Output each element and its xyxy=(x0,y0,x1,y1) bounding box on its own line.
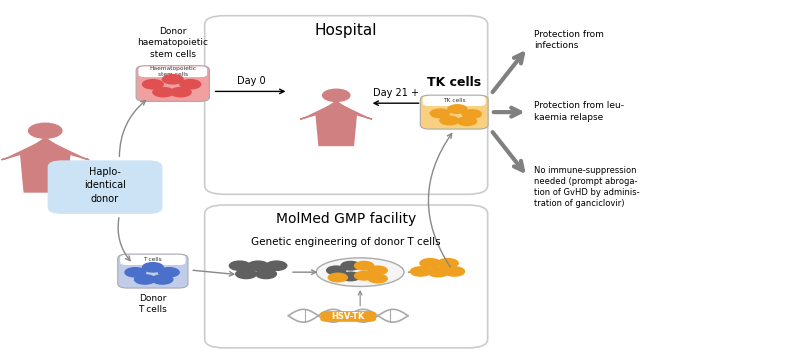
FancyBboxPatch shape xyxy=(205,16,488,194)
Circle shape xyxy=(236,269,257,279)
FancyBboxPatch shape xyxy=(205,205,488,348)
Text: Genetic engineering of donor T cells: Genetic engineering of donor T cells xyxy=(251,237,441,247)
Polygon shape xyxy=(300,103,335,119)
Circle shape xyxy=(368,266,387,275)
Ellipse shape xyxy=(316,258,404,287)
Circle shape xyxy=(428,267,449,277)
Text: TK cells: TK cells xyxy=(443,99,466,103)
Text: TK cells: TK cells xyxy=(427,76,482,89)
Circle shape xyxy=(230,261,250,270)
Circle shape xyxy=(444,267,465,276)
Circle shape xyxy=(341,272,360,281)
Text: Protection from
infections: Protection from infections xyxy=(534,30,604,50)
Text: Donor
T cells: Donor T cells xyxy=(138,294,167,314)
Circle shape xyxy=(430,109,450,118)
Circle shape xyxy=(142,263,163,272)
Polygon shape xyxy=(316,102,356,145)
Circle shape xyxy=(462,110,482,118)
Text: HSV-TK: HSV-TK xyxy=(331,312,365,321)
Circle shape xyxy=(322,89,350,102)
Circle shape xyxy=(125,268,146,277)
FancyBboxPatch shape xyxy=(138,66,207,77)
Circle shape xyxy=(162,75,183,84)
Circle shape xyxy=(153,87,174,97)
Circle shape xyxy=(142,80,163,89)
FancyBboxPatch shape xyxy=(422,96,486,106)
Text: No immune-suppression
needed (prompt abroga-
tion of GvHD by adminis-
tration of: No immune-suppression needed (prompt abr… xyxy=(534,166,639,208)
Polygon shape xyxy=(337,103,372,119)
FancyBboxPatch shape xyxy=(48,160,162,214)
FancyBboxPatch shape xyxy=(136,66,210,102)
Text: MolMed GMP facility: MolMed GMP facility xyxy=(276,212,416,226)
Circle shape xyxy=(152,275,173,284)
Circle shape xyxy=(341,261,360,270)
Text: Haematopoietic
stem cells: Haematopoietic stem cells xyxy=(150,66,196,77)
Circle shape xyxy=(158,268,179,277)
Text: Protection from leu-
kaemia relapse: Protection from leu- kaemia relapse xyxy=(534,102,624,122)
Circle shape xyxy=(266,261,286,270)
Text: T cells: T cells xyxy=(143,257,162,262)
Circle shape xyxy=(248,261,269,270)
Circle shape xyxy=(368,274,387,283)
Circle shape xyxy=(328,273,347,282)
Circle shape xyxy=(170,87,191,97)
Circle shape xyxy=(420,258,441,268)
FancyBboxPatch shape xyxy=(320,311,376,322)
Circle shape xyxy=(354,271,374,280)
Circle shape xyxy=(448,105,467,113)
Polygon shape xyxy=(46,140,89,160)
Circle shape xyxy=(326,266,346,275)
Circle shape xyxy=(440,116,459,125)
Circle shape xyxy=(354,261,374,270)
Circle shape xyxy=(458,117,477,126)
Circle shape xyxy=(180,80,201,89)
FancyBboxPatch shape xyxy=(120,255,186,265)
Polygon shape xyxy=(21,139,70,192)
FancyBboxPatch shape xyxy=(118,254,188,288)
Text: Haplo-
identical
donor: Haplo- identical donor xyxy=(84,167,126,203)
FancyBboxPatch shape xyxy=(420,95,488,129)
Text: Donor
haematopoietic
stem cells: Donor haematopoietic stem cells xyxy=(138,27,208,59)
Circle shape xyxy=(134,275,155,284)
Circle shape xyxy=(256,269,277,279)
Circle shape xyxy=(438,258,458,268)
Polygon shape xyxy=(2,140,44,160)
Circle shape xyxy=(410,267,431,276)
Circle shape xyxy=(29,123,62,138)
Text: Day 0: Day 0 xyxy=(237,76,266,86)
Text: Day 21 +: Day 21 + xyxy=(373,88,419,98)
Text: Hospital: Hospital xyxy=(315,23,378,38)
